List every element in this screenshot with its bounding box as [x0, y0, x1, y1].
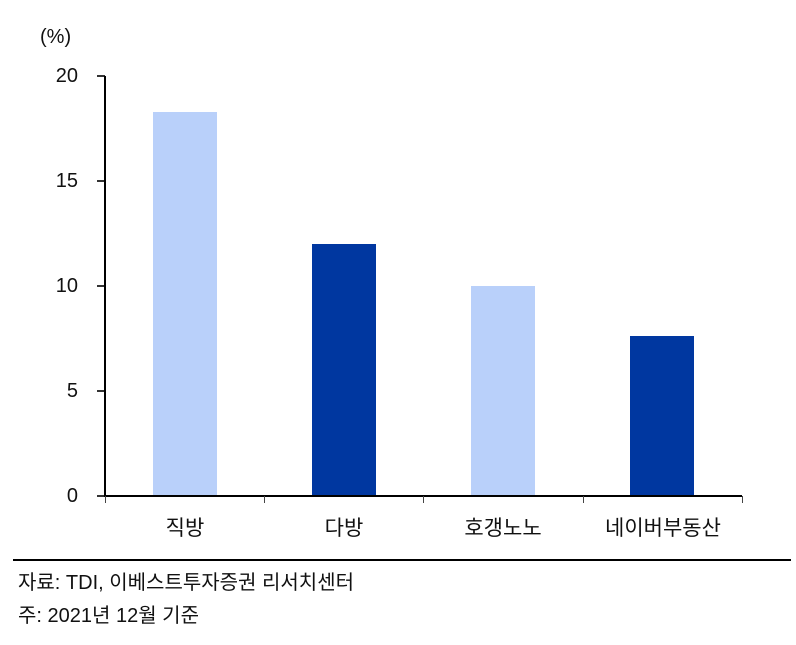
x-tick: [742, 496, 743, 503]
x-category-label: 직방: [165, 517, 205, 540]
source-note: 자료: TDI, 이베스트투자증권 리서치센터: [18, 572, 354, 594]
bar: [311, 244, 376, 496]
y-tick-label-10: 10: [55, 275, 78, 297]
y-tick-label-20: 20: [55, 65, 78, 87]
x-tick: [105, 496, 106, 503]
x-category-label: 다방: [324, 517, 364, 540]
y-tick-label-0: 0: [66, 485, 78, 507]
y-tick: [97, 390, 105, 392]
date-note: 주: 2021년 12월 기준: [18, 605, 199, 627]
y-tick: [97, 285, 105, 287]
x-tick: [583, 496, 584, 503]
y-tick-label-15: 15: [55, 170, 78, 192]
bar: [630, 336, 695, 496]
x-tick: [423, 496, 424, 503]
y-tick: [97, 495, 105, 497]
x-category-label: 호갱노노: [464, 517, 542, 540]
bar: [471, 286, 536, 496]
x-category-label: 네이버부동산: [605, 517, 721, 540]
footer-divider: [13, 559, 791, 561]
y-tick: [97, 75, 105, 77]
y-axis-unit-label: (%): [40, 26, 72, 48]
x-tick: [264, 496, 265, 503]
y-axis: [104, 76, 106, 497]
y-tick: [97, 180, 105, 182]
bar: [152, 111, 217, 496]
y-tick-label-5: 5: [66, 380, 78, 402]
